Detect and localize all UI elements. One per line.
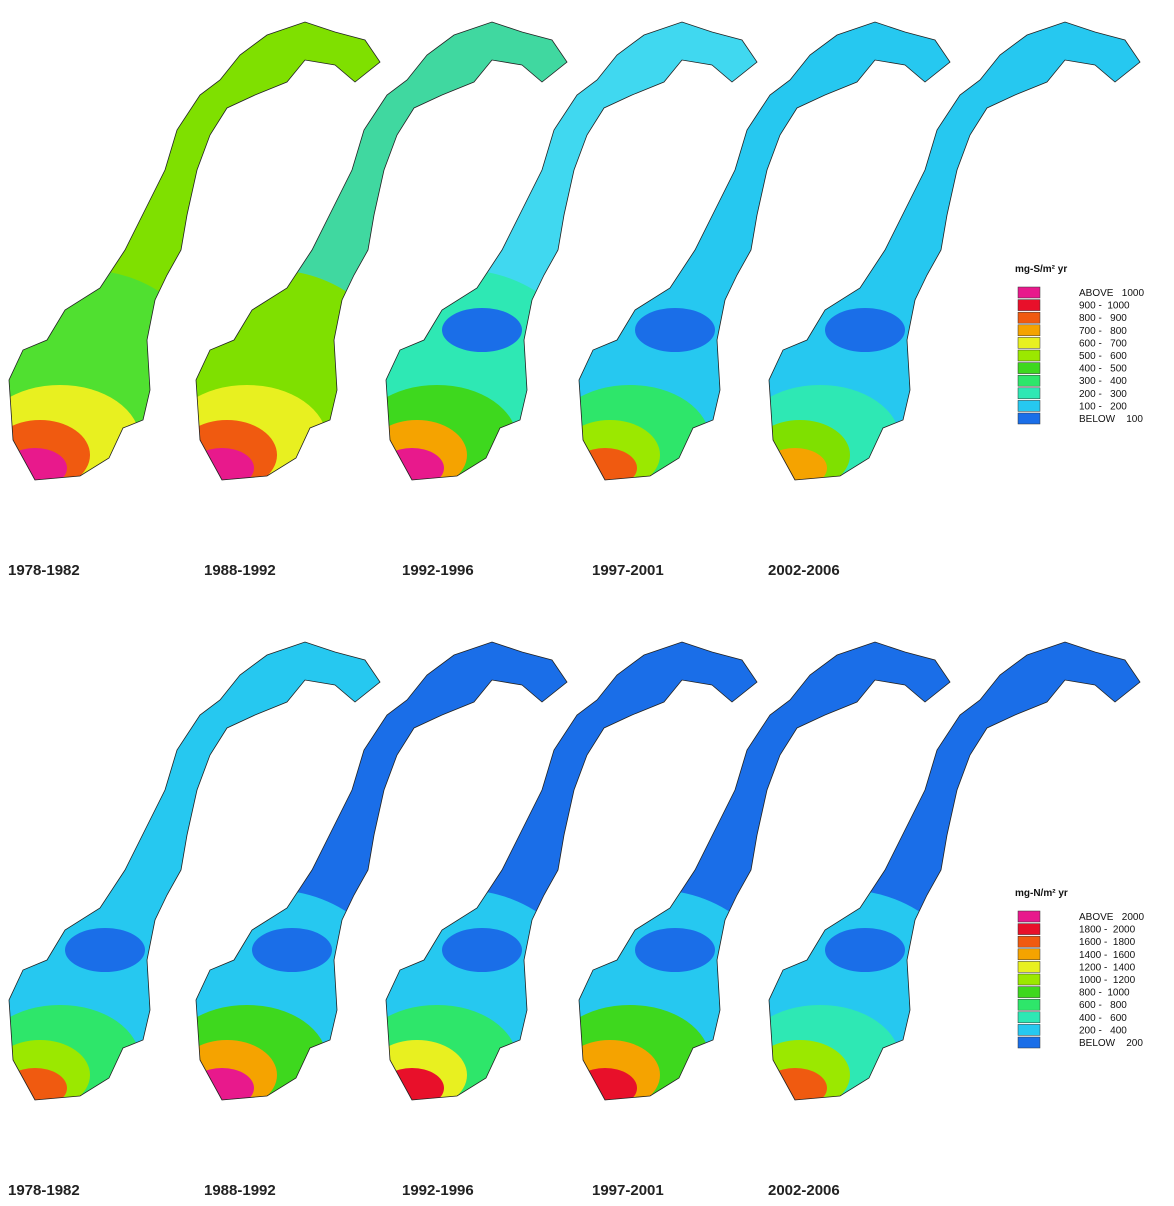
legend-label: 500 - 600 <box>1079 351 1127 362</box>
legend-label: 600 - 800 <box>1079 1000 1127 1011</box>
region <box>635 308 715 352</box>
legend-swatch <box>1017 324 1041 337</box>
period-label: 1978-1982 <box>8 562 80 579</box>
outline <box>8 21 381 481</box>
legend-label: 700 - 800 <box>1079 326 1127 337</box>
period-label: 1992-1996 <box>402 562 474 579</box>
map <box>768 21 1141 481</box>
region <box>9 1068 67 1100</box>
period-label: 1988-1992 <box>204 1182 276 1199</box>
period-label: 1997-2001 <box>592 1182 664 1199</box>
legend-label: 900 - 1000 <box>1079 301 1130 312</box>
legend-swatch <box>1017 362 1041 374</box>
region <box>386 448 444 480</box>
legend-label: 600 - 700 <box>1079 338 1127 349</box>
legend-title: mg-N/m² yr <box>1015 888 1068 899</box>
period-label: 2002-2006 <box>768 562 840 579</box>
legend-swatch <box>1017 910 1041 923</box>
region <box>769 448 827 480</box>
map <box>768 641 1141 1101</box>
legend-swatch <box>1017 1024 1041 1036</box>
map-fill <box>769 22 1140 480</box>
period-label: 1988-1992 <box>204 562 276 579</box>
legend-label: 1600 - 1800 <box>1079 937 1136 948</box>
legend-label: 1800 - 2000 <box>1079 925 1136 936</box>
legend-swatch <box>1017 337 1041 349</box>
legend-label: 1200 - 1400 <box>1079 962 1136 973</box>
legend-label: ABOVE 2000 <box>1079 912 1144 923</box>
legend-swatch <box>1017 923 1041 935</box>
region <box>9 448 67 480</box>
legend-swatch <box>1017 986 1041 998</box>
legend-label: 400 - 600 <box>1079 1013 1127 1024</box>
legend-label: 1400 - 1600 <box>1079 950 1136 961</box>
map-fill <box>769 642 1140 1100</box>
region <box>442 928 522 972</box>
region <box>825 928 905 972</box>
legend-swatch <box>1017 1011 1041 1024</box>
legend-swatch <box>1017 973 1041 986</box>
region <box>442 308 522 352</box>
legend-swatch <box>1017 1036 1041 1049</box>
legend-title: mg-S/m² yr <box>1015 264 1067 275</box>
region <box>635 928 715 972</box>
legend-label: 300 - 400 <box>1079 376 1127 387</box>
legend-label: 100 - 200 <box>1079 401 1127 412</box>
outline <box>385 21 758 481</box>
outline <box>768 641 1141 1101</box>
region <box>579 448 637 480</box>
legend-label: ABOVE 1000 <box>1079 288 1144 299</box>
outline <box>578 641 951 1101</box>
outline <box>195 21 568 481</box>
outline <box>8 641 381 1101</box>
map-panel: 1978-1982 1988-1992 1992-1996 1997-2001 2002… <box>8 21 1144 579</box>
legend-swatch <box>1017 349 1041 362</box>
legend-label: 1000 - 1200 <box>1079 975 1136 986</box>
region <box>252 928 332 972</box>
legend-swatch <box>1017 948 1041 961</box>
outline <box>385 641 758 1101</box>
region <box>196 1068 254 1100</box>
legend-label: 800 - 900 <box>1079 313 1127 324</box>
legend-swatch <box>1017 400 1041 412</box>
legend-swatch <box>1017 286 1041 299</box>
region <box>196 448 254 480</box>
region <box>579 1068 637 1100</box>
legend-label: 800 - 1000 <box>1079 988 1130 999</box>
region <box>769 1068 827 1100</box>
legend-swatch <box>1017 299 1041 311</box>
legend-label: 200 - 400 <box>1079 1025 1127 1036</box>
region <box>386 1068 444 1100</box>
outline <box>768 21 1141 481</box>
region <box>65 928 145 972</box>
period-label: 1992-1996 <box>402 1182 474 1199</box>
period-label: 1997-2001 <box>592 562 664 579</box>
legend-swatch <box>1017 961 1041 973</box>
region <box>825 308 905 352</box>
period-label: 2002-2006 <box>768 1182 840 1199</box>
legend-swatch <box>1017 998 1041 1011</box>
legend-label: 400 - 500 <box>1079 364 1127 375</box>
legend-swatch <box>1017 387 1041 400</box>
outline <box>578 21 951 481</box>
legend-swatch <box>1017 311 1041 324</box>
period-label: 1978-1982 <box>8 1182 80 1199</box>
legend-label: BELOW 100 <box>1079 414 1143 425</box>
legend-label: BELOW 200 <box>1079 1038 1143 1049</box>
legend-swatch <box>1017 412 1041 425</box>
legend-label: 200 - 300 <box>1079 389 1127 400</box>
map-panel: 1978-1982 1988-1992 1992-1996 1997-2001 2002… <box>8 641 1144 1199</box>
legend-swatch <box>1017 374 1041 387</box>
outline <box>195 641 568 1101</box>
legend-swatch <box>1017 935 1041 948</box>
